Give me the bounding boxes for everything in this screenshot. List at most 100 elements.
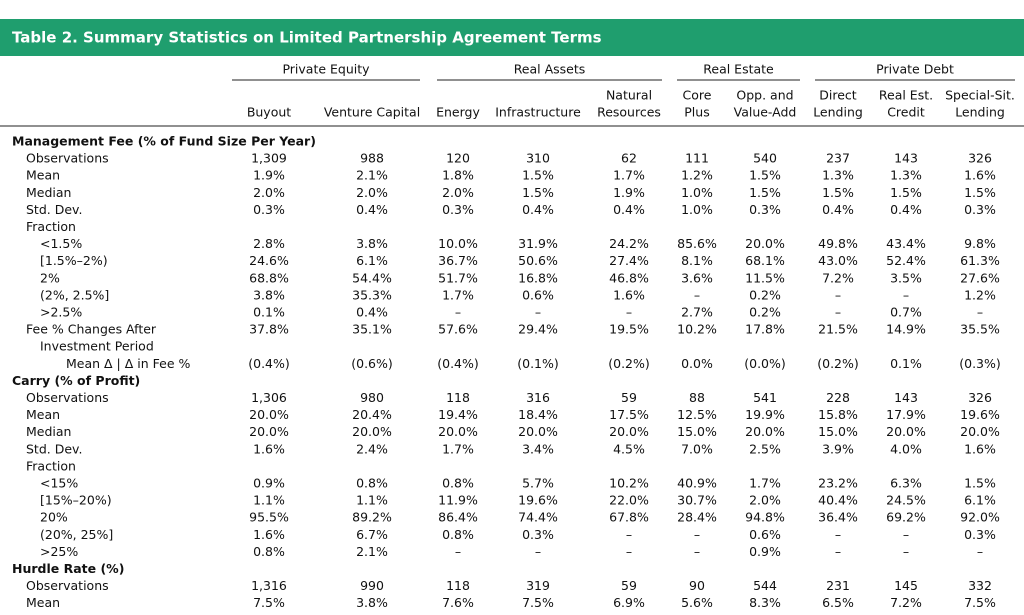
cell: – [977,544,983,559]
cell: (0.3%) [959,356,1001,371]
column-header: Real Est. [879,88,933,103]
cell: 94.8% [745,510,785,525]
row-label: Median [26,424,71,439]
row-label: Mean [26,407,60,422]
column-header: Venture Capital [324,105,420,120]
cell: 1,316 [251,578,287,593]
cell: 6.9% [613,595,645,610]
row-label: Median [26,185,71,200]
cell: 332 [968,578,992,593]
cell: 540 [753,151,777,166]
column-header: Lending [813,105,863,120]
cell: 20.0% [960,424,1000,439]
cell: 1.1% [253,493,285,508]
cell: 20.0% [249,407,289,422]
cell: 0.2% [749,305,781,320]
cell: 0.4% [522,202,554,217]
cell: 0.4% [356,305,388,320]
cell: 3.9% [822,441,854,456]
cell: 36.4% [818,510,858,525]
row-label: (20%, 25%] [40,527,113,542]
cell: 1.5% [749,168,781,183]
cell: 0.8% [253,544,285,559]
cell: 6.5% [822,595,854,610]
row-label: Std. Dev. [26,202,82,217]
cell: 0.8% [442,527,474,542]
cell: 1.3% [890,168,922,183]
cell: 24.5% [886,493,926,508]
cell: 326 [968,390,992,405]
cell: 1.7% [442,441,474,456]
cell: 68.1% [745,253,785,268]
cell: 9.8% [964,236,996,251]
cell: – [694,527,700,542]
cell: 19.4% [438,407,478,422]
cell: – [455,544,461,559]
cell: 0.8% [356,476,388,491]
row-label: 2% [40,270,60,285]
cell: – [535,544,541,559]
row-label: Investment Period [40,339,154,354]
row-label: Fraction [26,219,76,234]
cell: 6.1% [356,253,388,268]
cell: 1.1% [356,493,388,508]
cell: (0.4%) [437,356,479,371]
cell: 1.8% [442,168,474,183]
cell: (0.0%) [744,356,786,371]
cell: 541 [753,390,777,405]
cell: 0.3% [964,202,996,217]
cell: 30.7% [677,493,717,508]
cell: 19.6% [960,407,1000,422]
cell: 0.3% [964,527,996,542]
cell: 1.0% [681,202,713,217]
cell: 20.0% [249,424,289,439]
cell: 54.4% [352,270,392,285]
cell: 69.2% [886,510,926,525]
cell: 2.0% [442,185,474,200]
cell: 62 [621,151,637,166]
column-header: Opp. and [736,88,793,103]
cell: 89.2% [352,510,392,525]
cell: – [977,305,983,320]
cell: 51.7% [438,270,478,285]
cell: 316 [526,390,550,405]
cell: 7.2% [890,595,922,610]
row-label: [1.5%–2%) [40,253,108,268]
column-header: Special-Sit. [945,88,1015,103]
cell: 31.9% [518,236,558,251]
row-label: Fee % Changes After [26,322,157,337]
cell: 1.5% [890,185,922,200]
cell: 92.0% [960,510,1000,525]
cell: – [835,527,841,542]
cell: 237 [826,151,850,166]
cell: 68.8% [249,270,289,285]
column-header: Credit [887,105,925,120]
row-label: Observations [26,151,109,166]
cell: – [694,287,700,302]
cell: 6.3% [890,476,922,491]
cell: 24.2% [609,236,649,251]
column-header: Resources [597,105,661,120]
cell: 145 [894,578,918,593]
cell: 5.6% [681,595,713,610]
cell: 319 [526,578,550,593]
cell: 0.9% [749,544,781,559]
cell: 228 [826,390,850,405]
cell: – [835,305,841,320]
row-label: (2%, 2.5%] [40,287,109,302]
group-header: Private Debt [876,62,954,77]
cell: 36.7% [438,253,478,268]
cell: 95.5% [249,510,289,525]
cell: 1.6% [964,441,996,456]
cell: 0.6% [749,527,781,542]
cell: 0.7% [890,305,922,320]
cell: 18.4% [518,407,558,422]
cell: 11.9% [438,493,478,508]
cell: 85.6% [677,236,717,251]
row-label: <15% [40,476,78,491]
cell: 19.6% [518,493,558,508]
title-bar [0,19,1024,56]
cell: 0.2% [749,287,781,302]
cell: 52.4% [886,253,926,268]
